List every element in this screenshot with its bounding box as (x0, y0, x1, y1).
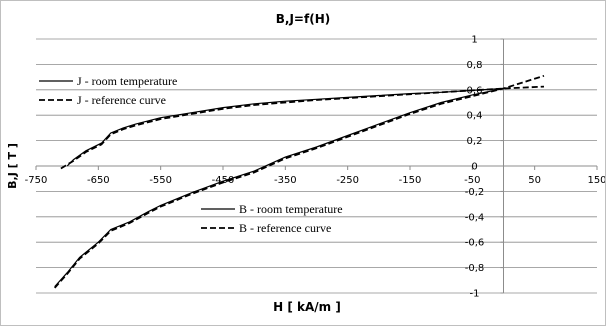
x-tick-label-1: -650 (87, 175, 110, 186)
y-tick-label-5: 0 (471, 162, 477, 173)
x-tick-label-2: -550 (149, 175, 172, 186)
y-tick-label-10: 1 (471, 35, 477, 46)
x-tick-label-6: -150 (399, 175, 422, 186)
legend-label-1-1: B - reference curve (239, 221, 331, 235)
chart-title: B,J=f(H) (276, 12, 330, 26)
y-tick-label-7: 0,4 (467, 111, 483, 122)
x-tick-label-9: 150 (587, 175, 605, 186)
x-axis-label: H [ kA/m ] (273, 300, 341, 314)
series-line-1 (60, 85, 545, 170)
x-tick-label-5: -250 (336, 175, 359, 186)
legend-label-0-1: J - reference curve (77, 93, 166, 107)
legend: J - room temperature J - reference curve B… (39, 74, 343, 235)
y-tick-label-1: -0,8 (465, 263, 485, 274)
series-lines (54, 74, 545, 289)
series-line-3 (54, 74, 545, 289)
y-axis-label: B,J [ T ] (6, 143, 19, 189)
x-tick-label-4: -350 (274, 175, 297, 186)
legend-label-1-0: B - room temperature (239, 202, 343, 216)
x-tick-label-0: -750 (25, 175, 48, 186)
y-tick-label-0: -1 (470, 289, 480, 300)
x-tick-label-3: -450 (212, 175, 235, 186)
y-tick-label-2: -0,6 (465, 238, 485, 249)
x-tick-label-8: 50 (528, 175, 541, 186)
y-tick-label-9: 0,8 (467, 60, 483, 71)
legend-label-0-0: J - room temperature (77, 74, 177, 88)
series-line-2 (54, 87, 504, 288)
x-tick-label-7: -50 (464, 175, 480, 186)
y-tick-label-4: -0,2 (465, 187, 485, 198)
axes (35, 38, 598, 294)
y-tick-label-3: -0,4 (465, 212, 485, 223)
y-tick-label-6: 0,2 (467, 136, 483, 147)
